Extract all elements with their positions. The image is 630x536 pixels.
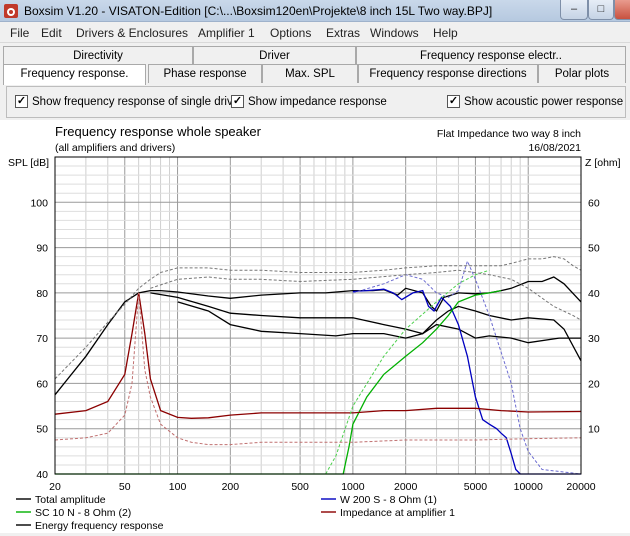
acoustic-power-label: Show acoustic power response [464,95,624,108]
y2-tick-label: 40 [588,288,600,300]
single-drive-label: Show frequency response of single drive [32,95,240,108]
tab-frequency-response-directions[interactable]: Frequency response directions [358,64,538,83]
x-tick-label: 50 [119,481,131,493]
series-line [325,269,490,475]
x-tick-label: 100 [169,481,187,493]
menu-extras[interactable]: Extras [326,26,361,40]
tab-frequency-response-electr[interactable]: Frequency response electr.. [356,46,626,65]
tabs-row-2: Frequency response. Phase response Max. … [0,64,630,85]
chart-info: Flat Impedance two way 8 inch [437,128,581,140]
menu-windows[interactable]: Windows [370,26,419,40]
impedance-checkbox[interactable]: ✓ Show impedance response [231,95,387,108]
options-bar: ✓ Show frequency response of single driv… [6,86,626,118]
tab-driver[interactable]: Driver [193,46,356,65]
series-line [150,269,582,321]
series-line [55,289,502,475]
tab-max-spl[interactable]: Max. SPL [262,64,358,83]
menu-help[interactable]: Help [433,26,458,40]
x-tick-label: 1000 [341,481,365,493]
speaker-app-icon [4,4,18,18]
tab-polar-plots[interactable]: Polar plots [538,64,626,83]
menu-amplifier-1[interactable]: Amplifier 1 [198,26,255,40]
y2-tick-label: 50 [588,243,600,255]
tab-frequency-response[interactable]: Frequency response. [3,64,146,85]
y2-tick-label: 60 [588,197,600,209]
x-tick-label: 200 [222,481,240,493]
x-tick-label: 500 [291,481,309,493]
y-tick-label: 100 [30,197,48,209]
series-lines [54,256,582,475]
axis-ticks: 20 50 100 200 500 1000 2000 5000 10000 20000 40 50 6… [30,197,599,493]
series-line [54,256,582,380]
chart-subtitle: (all amplifiers and drivers) [55,142,175,154]
acoustic-power-checkbox[interactable]: ✓ Show acoustic power response [447,95,623,108]
menu-edit[interactable]: Edit [41,26,62,40]
series-line [177,301,581,344]
x-tick-label: 2000 [394,481,418,493]
legend-label: Impedance at amplifier 1 [340,507,455,519]
x-tick-label: 5000 [464,481,488,493]
series-line [150,292,582,362]
impedance-label: Show impedance response [248,95,387,108]
legend: Total amplitude W 200 S - 8 Ohm (1) SC 10 … [16,494,455,532]
y-tick-label: 80 [36,288,48,300]
menu-bar: File Edit Drivers & Enclosures Amplifier… [0,23,630,43]
plot-frame [54,156,582,475]
y-tick-label: 40 [36,469,48,481]
y2-tick-label: 20 [588,378,600,390]
menu-options[interactable]: Options [270,26,312,40]
legend-label: SC 10 N - 8 Ohm (2) [35,507,131,519]
title-bar: Boxsim V1.20 - VISATON-Edition [C:\...\B… [0,0,630,22]
y-tick-label: 60 [36,378,48,390]
tab-phase-response[interactable]: Phase response [148,64,262,83]
y-axis-label: SPL [dB] [8,157,49,169]
minimize-button[interactable]: – [560,0,588,20]
series-line [54,292,582,419]
y2-tick-label: 30 [588,333,600,345]
legend-label: Energy frequency response [35,520,164,532]
checkbox-check-icon[interactable]: ✓ [15,95,28,108]
window-title: Boxsim V1.20 - VISATON-Edition [C:\...\B… [24,4,493,18]
legend-label: Total amplitude [35,494,106,506]
y2-tick-label: 10 [588,424,600,436]
plot-area: Frequency response whole speaker (all am… [0,120,630,533]
maximize-button[interactable]: □ [588,0,614,20]
x-tick-label: 10000 [514,481,543,493]
y2-axis-label: Z [ohm] [585,157,621,169]
close-button[interactable]: ✕ [614,0,630,20]
y-tick-label: 90 [36,243,48,255]
menu-drivers-enclosures[interactable]: Drivers & Enclosures [76,26,189,40]
tab-directivity[interactable]: Directivity [3,46,193,65]
tabs-row-1: Directivity Driver Frequency response el… [0,46,630,66]
frequency-response-chart: Frequency response whole speaker (all am… [8,124,621,532]
y-tick-label: 70 [36,333,48,345]
grid [54,156,582,475]
legend-label: W 200 S - 8 Ohm (1) [340,494,437,506]
checkbox-check-icon[interactable]: ✓ [231,95,244,108]
series-line [54,276,582,396]
series-line [54,292,582,446]
series-line [352,259,582,475]
chart-date: 16/08/2021 [528,142,581,154]
y-tick-label: 50 [36,424,48,436]
x-tick-label: 20000 [566,481,595,493]
x-tick-label: 20 [49,481,61,493]
menu-file[interactable]: File [10,26,30,40]
series-line [352,288,581,475]
single-drive-checkbox[interactable]: ✓ Show frequency response of single driv… [15,95,239,108]
chart-title: Frequency response whole speaker [55,124,262,139]
checkbox-check-icon[interactable]: ✓ [447,95,460,108]
